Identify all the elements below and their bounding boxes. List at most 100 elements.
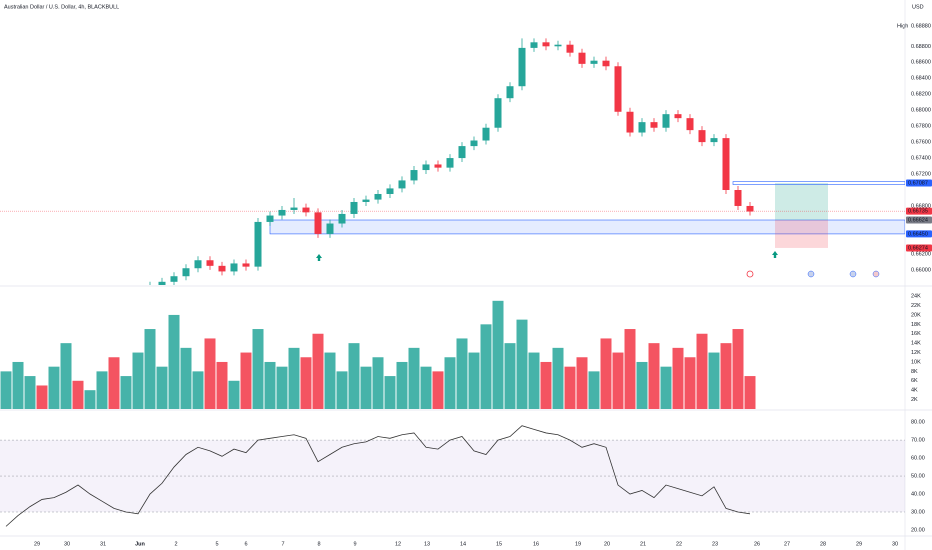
candle-body — [686, 118, 694, 131]
volume-bar — [660, 366, 672, 409]
candle-body — [302, 207, 310, 213]
x-tick-label: 6 — [244, 541, 247, 547]
price-tag — [906, 216, 932, 224]
chart-title: Australian Dollar / U.S. Dollar, 4h, BLA… — [4, 4, 119, 10]
volume-bar — [156, 366, 168, 409]
volume-bar — [48, 366, 60, 409]
candle-body — [170, 276, 178, 282]
price-tag — [906, 179, 932, 187]
volume-bar — [168, 314, 180, 409]
volume-bar — [384, 376, 396, 409]
event-icon — [746, 270, 754, 278]
volume-bar — [348, 343, 360, 409]
candle-body — [590, 60, 598, 64]
volume-bar — [444, 357, 456, 409]
y-tick-label: 14K — [911, 341, 921, 347]
x-tick-label: 28 — [820, 541, 826, 547]
y-tick-label: 0.68200 — [911, 92, 931, 98]
volume-bar — [528, 352, 540, 409]
volume-bar — [144, 329, 156, 409]
price-tag — [906, 230, 932, 238]
volume-bar — [72, 380, 84, 409]
candle-body — [182, 268, 190, 277]
volume-bar — [240, 352, 252, 409]
volume-bar — [504, 343, 516, 409]
volume-bar — [540, 361, 552, 409]
candle-body — [410, 170, 418, 181]
volume-bar — [432, 371, 444, 409]
x-tick-label: 30 — [64, 541, 70, 547]
candle-body — [434, 164, 442, 168]
candle-body — [386, 188, 394, 194]
x-tick-label: 20 — [604, 541, 610, 547]
candle-body — [398, 180, 406, 189]
x-tick-label: 29 — [856, 541, 862, 547]
volume-bar — [600, 338, 612, 409]
volume-bar — [672, 347, 684, 409]
y-tick-label: 0.68000 — [911, 108, 931, 114]
volume-bar — [312, 333, 324, 409]
candle-body — [614, 66, 622, 112]
volume-bar — [576, 357, 588, 409]
stop-zone — [775, 220, 828, 248]
volume-bar — [228, 380, 240, 409]
y-tick-label: 40.00 — [911, 491, 925, 497]
x-tick-label: 5 — [215, 541, 218, 547]
volume-bar — [108, 357, 120, 409]
candle-body — [734, 190, 742, 206]
candle-body — [698, 130, 706, 143]
candle-body — [626, 111, 634, 133]
candle-body — [722, 138, 730, 190]
candle-body — [470, 140, 478, 147]
price-tag — [906, 244, 932, 252]
candle-body — [446, 158, 454, 168]
candle-body — [422, 164, 430, 171]
price-tag-label: 0.66735 — [908, 209, 928, 215]
y-tick-label: 80.00 — [911, 420, 925, 426]
x-tick-label: 27 — [784, 541, 790, 547]
price-tag-label: 0.66624 — [908, 217, 928, 223]
event-icon — [807, 270, 815, 278]
price-tag — [906, 207, 932, 215]
volume-bar — [36, 385, 48, 409]
volume-bar — [276, 366, 288, 409]
candle-body — [242, 263, 250, 267]
y-tick-label: 0.68800 — [911, 44, 931, 50]
x-tick-label: 12 — [395, 541, 401, 547]
y-tick-label: 6K — [911, 378, 918, 384]
volume-bar — [744, 376, 756, 409]
high-value: 0.68880 — [911, 23, 931, 29]
price-tag-label: 0.66274 — [908, 245, 928, 251]
volume-bar — [420, 366, 432, 409]
candle-body — [638, 122, 646, 133]
y-tick-label: 0.68400 — [911, 76, 931, 82]
x-tick-label: 15 — [496, 541, 502, 547]
volume-bar — [24, 376, 36, 409]
volume-bar — [252, 329, 264, 409]
volume-bar — [516, 319, 528, 409]
volume-bar — [648, 343, 660, 409]
volume-bar — [564, 366, 576, 409]
candle-body — [518, 47, 526, 87]
volume-bar — [300, 357, 312, 409]
x-tick-label: 7 — [281, 541, 284, 547]
x-tick-label: 31 — [100, 541, 106, 547]
candle-body — [278, 209, 286, 216]
x-tick-label: 2 — [174, 541, 177, 547]
candle-body — [314, 212, 322, 234]
candle-body — [266, 215, 274, 222]
volume-bar — [324, 352, 336, 409]
price-pane — [0, 38, 905, 285]
y-tick-label: 0.67600 — [911, 140, 931, 146]
volume-bar — [132, 352, 144, 409]
y-tick-label: 0.67200 — [911, 171, 931, 177]
volume-bar — [180, 347, 192, 409]
volume-bar — [372, 357, 384, 409]
x-tick-label: 16 — [533, 541, 539, 547]
y-tick-label: 0.68600 — [911, 60, 931, 66]
y-tick-label: 24K — [911, 294, 921, 300]
candle-body — [338, 213, 346, 224]
candle-body — [350, 201, 358, 214]
candle-body — [650, 122, 658, 128]
